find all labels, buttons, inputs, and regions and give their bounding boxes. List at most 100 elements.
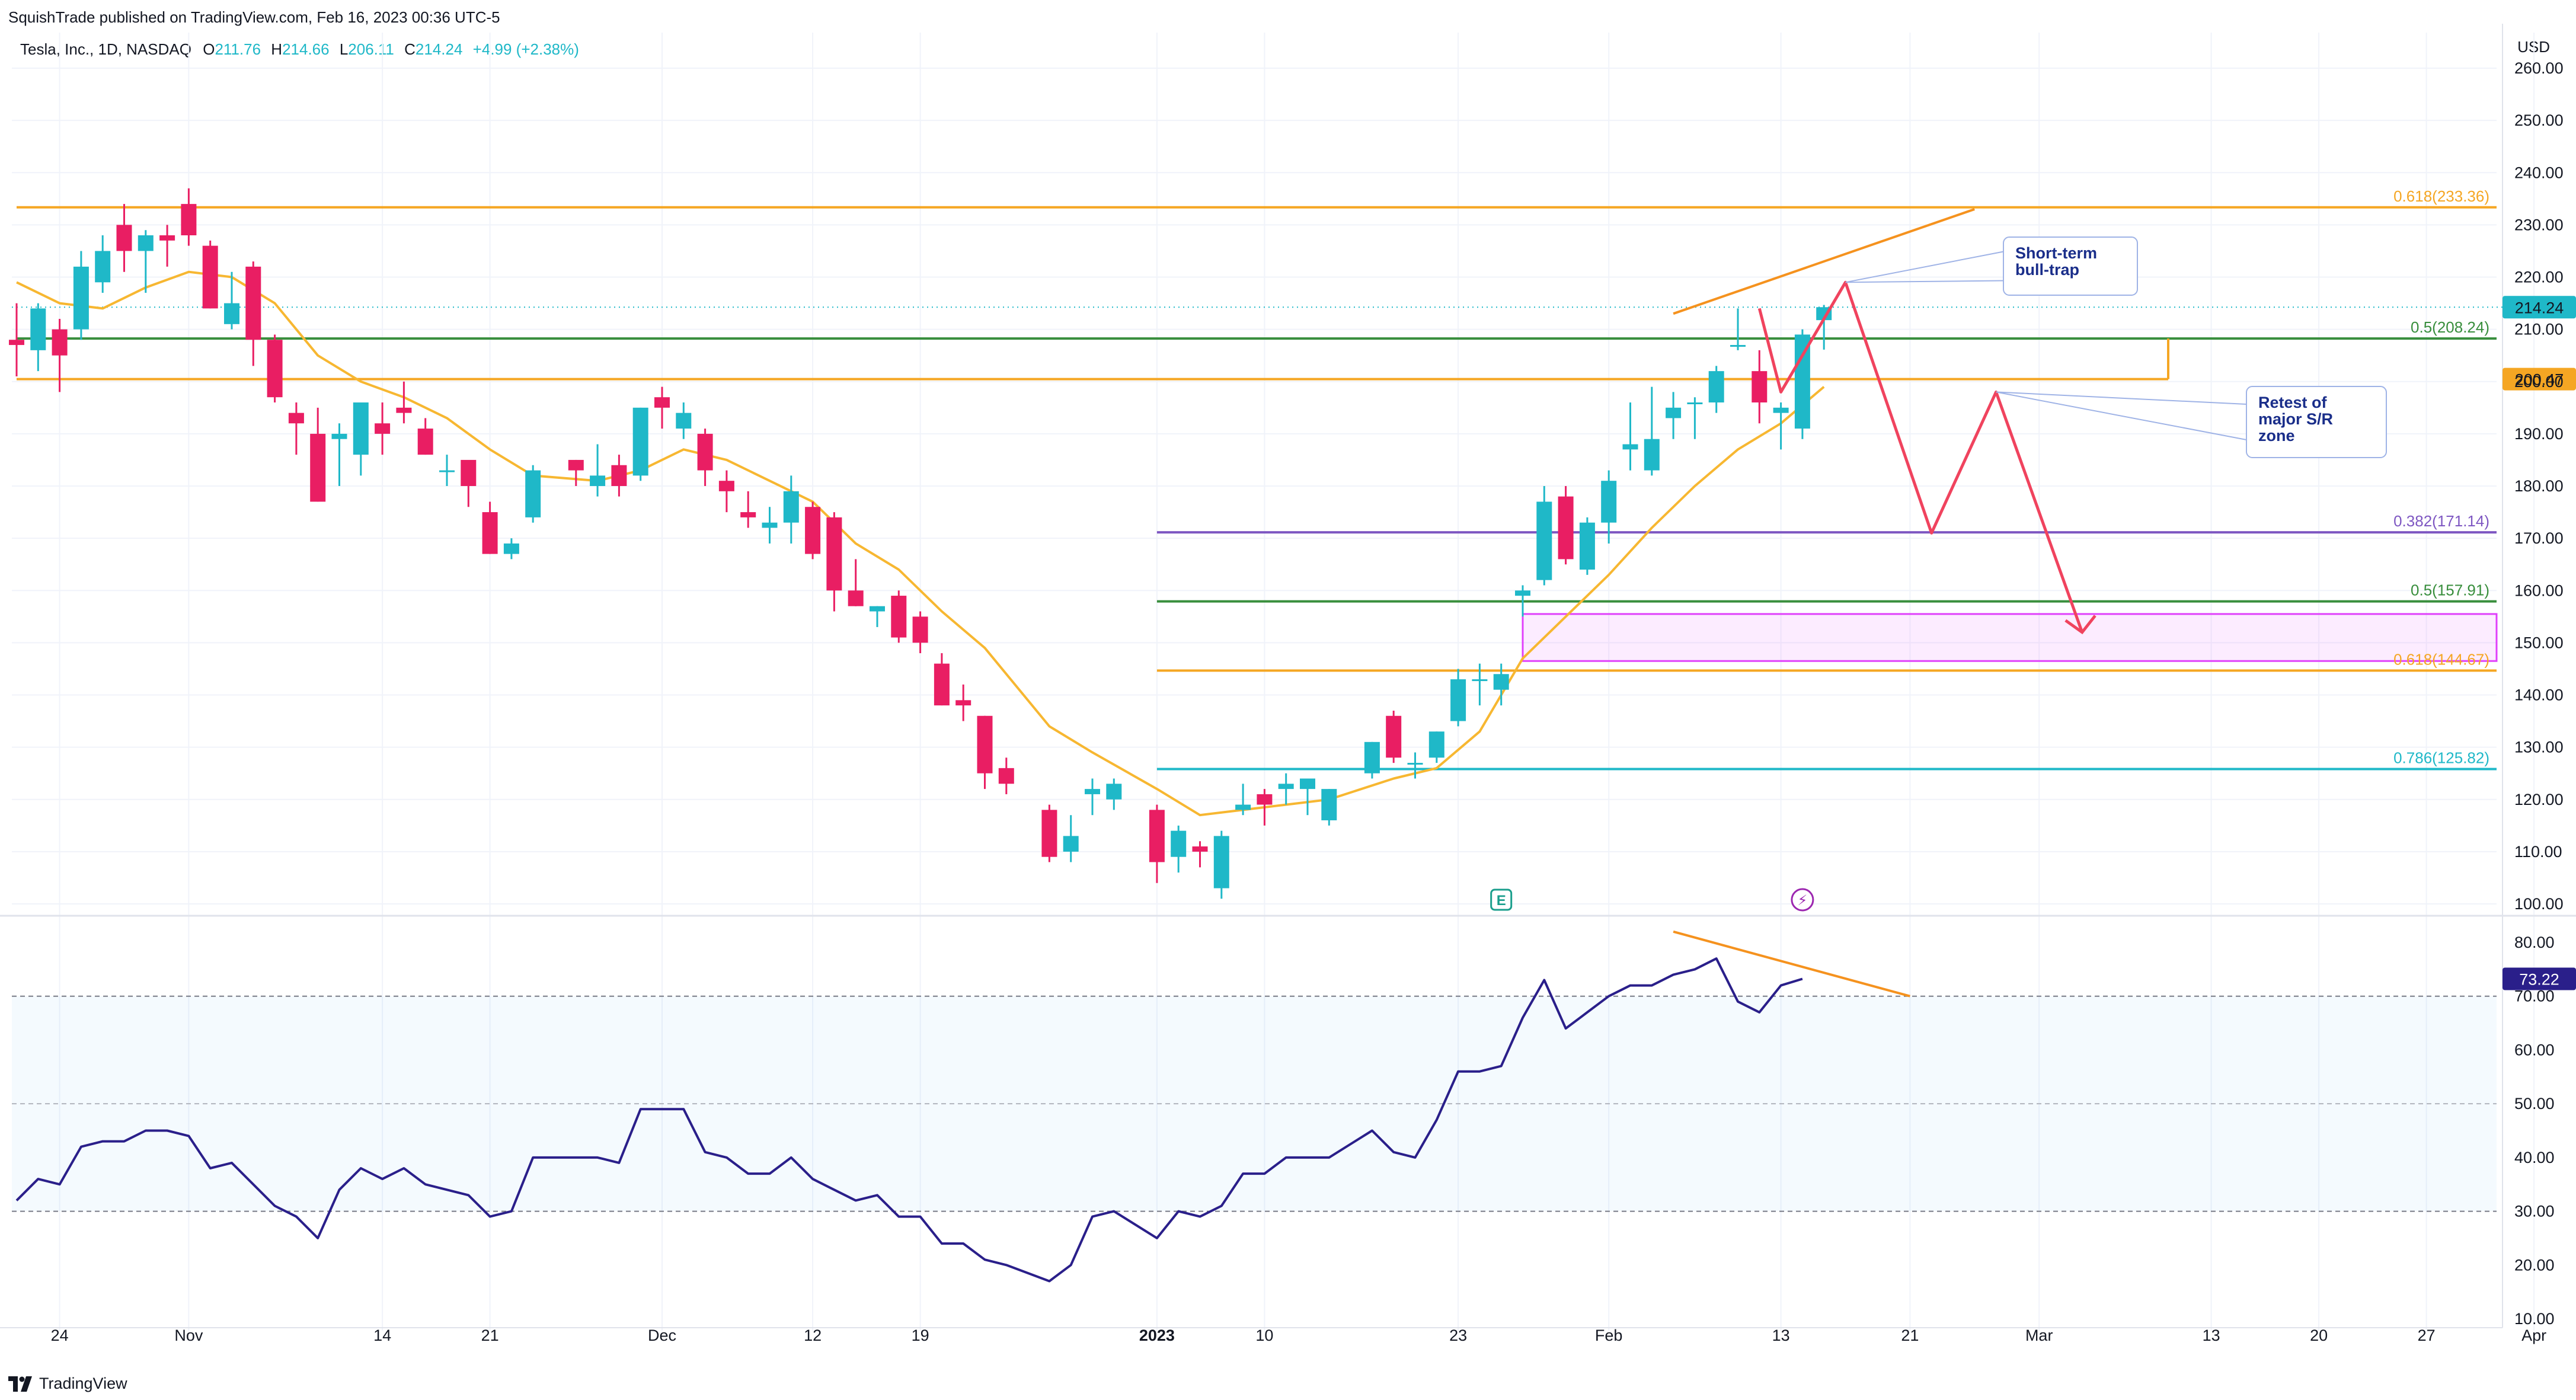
- rsi-tick-label: 70.00: [2514, 987, 2555, 1005]
- candle-body: [955, 700, 971, 706]
- callout-pointer: [1996, 391, 2247, 440]
- candle-body: [461, 459, 477, 486]
- time-tick-label: 19: [912, 1327, 929, 1344]
- candle-body: [1579, 522, 1595, 570]
- level-label: 0.5(208.24): [2411, 318, 2489, 336]
- price-tick-label: 240.00: [2514, 164, 2564, 181]
- candle-body: [503, 543, 519, 554]
- candle-body: [73, 266, 89, 330]
- callout-box: [2246, 386, 2387, 458]
- candle-body: [1601, 481, 1617, 523]
- candle-body: [1450, 679, 1466, 721]
- candle-body: [267, 340, 283, 398]
- callout-text: zone: [2258, 427, 2295, 445]
- candle-body: [1106, 784, 1122, 800]
- callout-pointer: [1845, 280, 2004, 283]
- candle-body: [632, 407, 648, 476]
- time-tick-label: 2023: [1139, 1327, 1175, 1344]
- candle-body: [310, 433, 326, 502]
- candle-body: [245, 266, 261, 340]
- candle-body: [1386, 715, 1402, 758]
- price-tick-label: 110.00: [2514, 843, 2562, 861]
- candle-body: [826, 517, 842, 591]
- time-tick-label: 13: [1772, 1327, 1790, 1344]
- time-tick-label: Nov: [174, 1327, 203, 1344]
- candle-body: [482, 512, 498, 554]
- candle-body: [848, 590, 864, 606]
- rsi-line: [15, 957, 1803, 1283]
- candle-body: [116, 225, 132, 251]
- projection-path: [1757, 280, 2084, 633]
- candle-body: [353, 402, 369, 455]
- candle-body: [1644, 439, 1660, 471]
- time-tick-label: Dec: [648, 1327, 676, 1344]
- price-tick-label: 180.00: [2514, 477, 2564, 495]
- rsi-tick-label: 50.00: [2514, 1095, 2555, 1113]
- level-price-badge: [2503, 367, 2576, 391]
- time-tick-label: 24: [51, 1327, 69, 1344]
- candle-body: [95, 251, 111, 283]
- earnings-icon: [1490, 888, 1513, 911]
- price-tick-label: 220.00: [2514, 269, 2564, 286]
- candle-body: [762, 522, 778, 528]
- last-price-label: 214.24: [2515, 299, 2564, 317]
- ohlc-high: H214.66: [271, 40, 330, 58]
- candle-body: [676, 413, 692, 429]
- callout-pointer: [1845, 251, 2004, 283]
- candle-body: [1171, 830, 1187, 857]
- brand-name: TradingView: [39, 1375, 127, 1392]
- time-tick-label: Mar: [2025, 1327, 2053, 1344]
- candle-body: [331, 433, 347, 439]
- price-tick-label: 210.00: [2514, 321, 2564, 338]
- candle-body: [783, 491, 799, 523]
- ema-line: [16, 270, 1825, 817]
- candle-body: [934, 663, 950, 706]
- level-label: 0.786(125.82): [2393, 749, 2489, 766]
- callout-pointer: [1996, 391, 2247, 405]
- candle-body: [1321, 789, 1337, 820]
- candle-body: [224, 303, 239, 324]
- candle-body: [1773, 407, 1789, 413]
- candle-body: [740, 512, 756, 517]
- candle-body: [1192, 846, 1208, 852]
- time-tick-label: 21: [481, 1327, 499, 1344]
- candle-body: [1730, 345, 1746, 347]
- candle-body: [1515, 590, 1530, 596]
- candle-body: [998, 768, 1014, 784]
- rsi-value-badge: [2503, 967, 2576, 990]
- candle-body: [1364, 741, 1380, 773]
- tradingview-logo-icon: [8, 1376, 34, 1392]
- rsi-tick-label: 60.00: [2514, 1041, 2555, 1059]
- candle-body: [9, 340, 24, 346]
- price-tick-label: 130.00: [2514, 739, 2564, 756]
- price-tick-label: 100.00: [2514, 895, 2564, 913]
- ohlc-open: O211.76: [203, 40, 261, 58]
- price-tick-label: 200.00: [2514, 373, 2564, 391]
- price-tick-label: 120.00: [2514, 791, 2564, 808]
- callout-text: Retest of: [2258, 394, 2328, 411]
- price-tick-label: 150.00: [2514, 634, 2564, 651]
- ohlc-low: L206.11: [339, 40, 394, 58]
- candle-body: [417, 429, 433, 455]
- price-tick-label: 160.00: [2514, 581, 2564, 599]
- level-price-badge-label: 200.47: [2515, 371, 2564, 389]
- symbol-name: Tesla, Inc., 1D, NASDAQ: [20, 40, 191, 58]
- candle-body: [1063, 836, 1079, 852]
- candle-body: [870, 606, 885, 612]
- price-tick-label: 140.00: [2514, 686, 2564, 704]
- candle-body: [568, 459, 584, 471]
- level-label: 0.5(157.91): [2411, 581, 2489, 599]
- candle-body: [1149, 810, 1165, 862]
- price-tick-label: 190.00: [2514, 425, 2564, 443]
- candle-body: [1666, 407, 1682, 418]
- candle-body: [590, 475, 606, 486]
- candle-body: [654, 397, 670, 408]
- candle-body: [1752, 371, 1768, 402]
- candle-body: [1300, 778, 1315, 790]
- candle-body: [30, 308, 46, 350]
- support-resistance-zone: [1522, 613, 2498, 662]
- symbol-legend: Tesla, Inc., 1D, NASDAQ O211.76 H214.66 …: [20, 40, 585, 59]
- rising-trendline: [1673, 208, 1975, 315]
- rsi-tick-label: 30.00: [2514, 1203, 2555, 1220]
